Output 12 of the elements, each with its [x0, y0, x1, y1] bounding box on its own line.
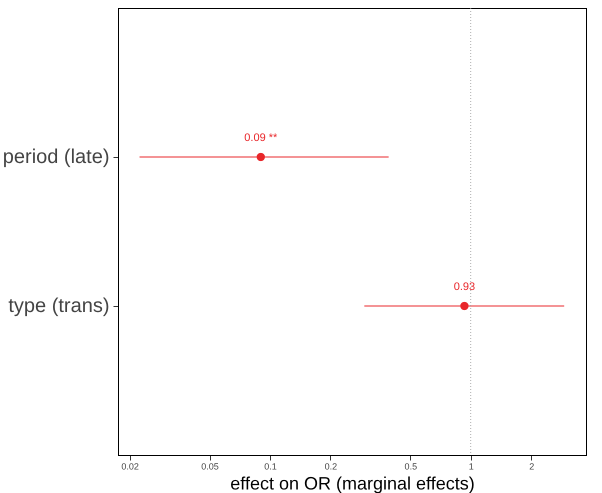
x-tick-label: 0.2 [324, 462, 338, 472]
x-tick-label: 0.05 [201, 462, 219, 472]
x-tick-label: 0.1 [264, 462, 277, 472]
x-tick-label: 1 [468, 462, 474, 472]
data-label: 0.93 [454, 281, 476, 293]
x-axis-title: effect on OR (marginal effects) [230, 474, 475, 493]
data-label: 0.09 ** [244, 132, 278, 144]
x-tick-label: 0.02 [121, 462, 139, 472]
x-tick-label: 0.5 [404, 462, 418, 472]
x-tick-label: 2 [529, 462, 534, 472]
y-tick-label: type (trans) [8, 295, 110, 317]
y-tick-label: period (late) [2, 146, 110, 168]
